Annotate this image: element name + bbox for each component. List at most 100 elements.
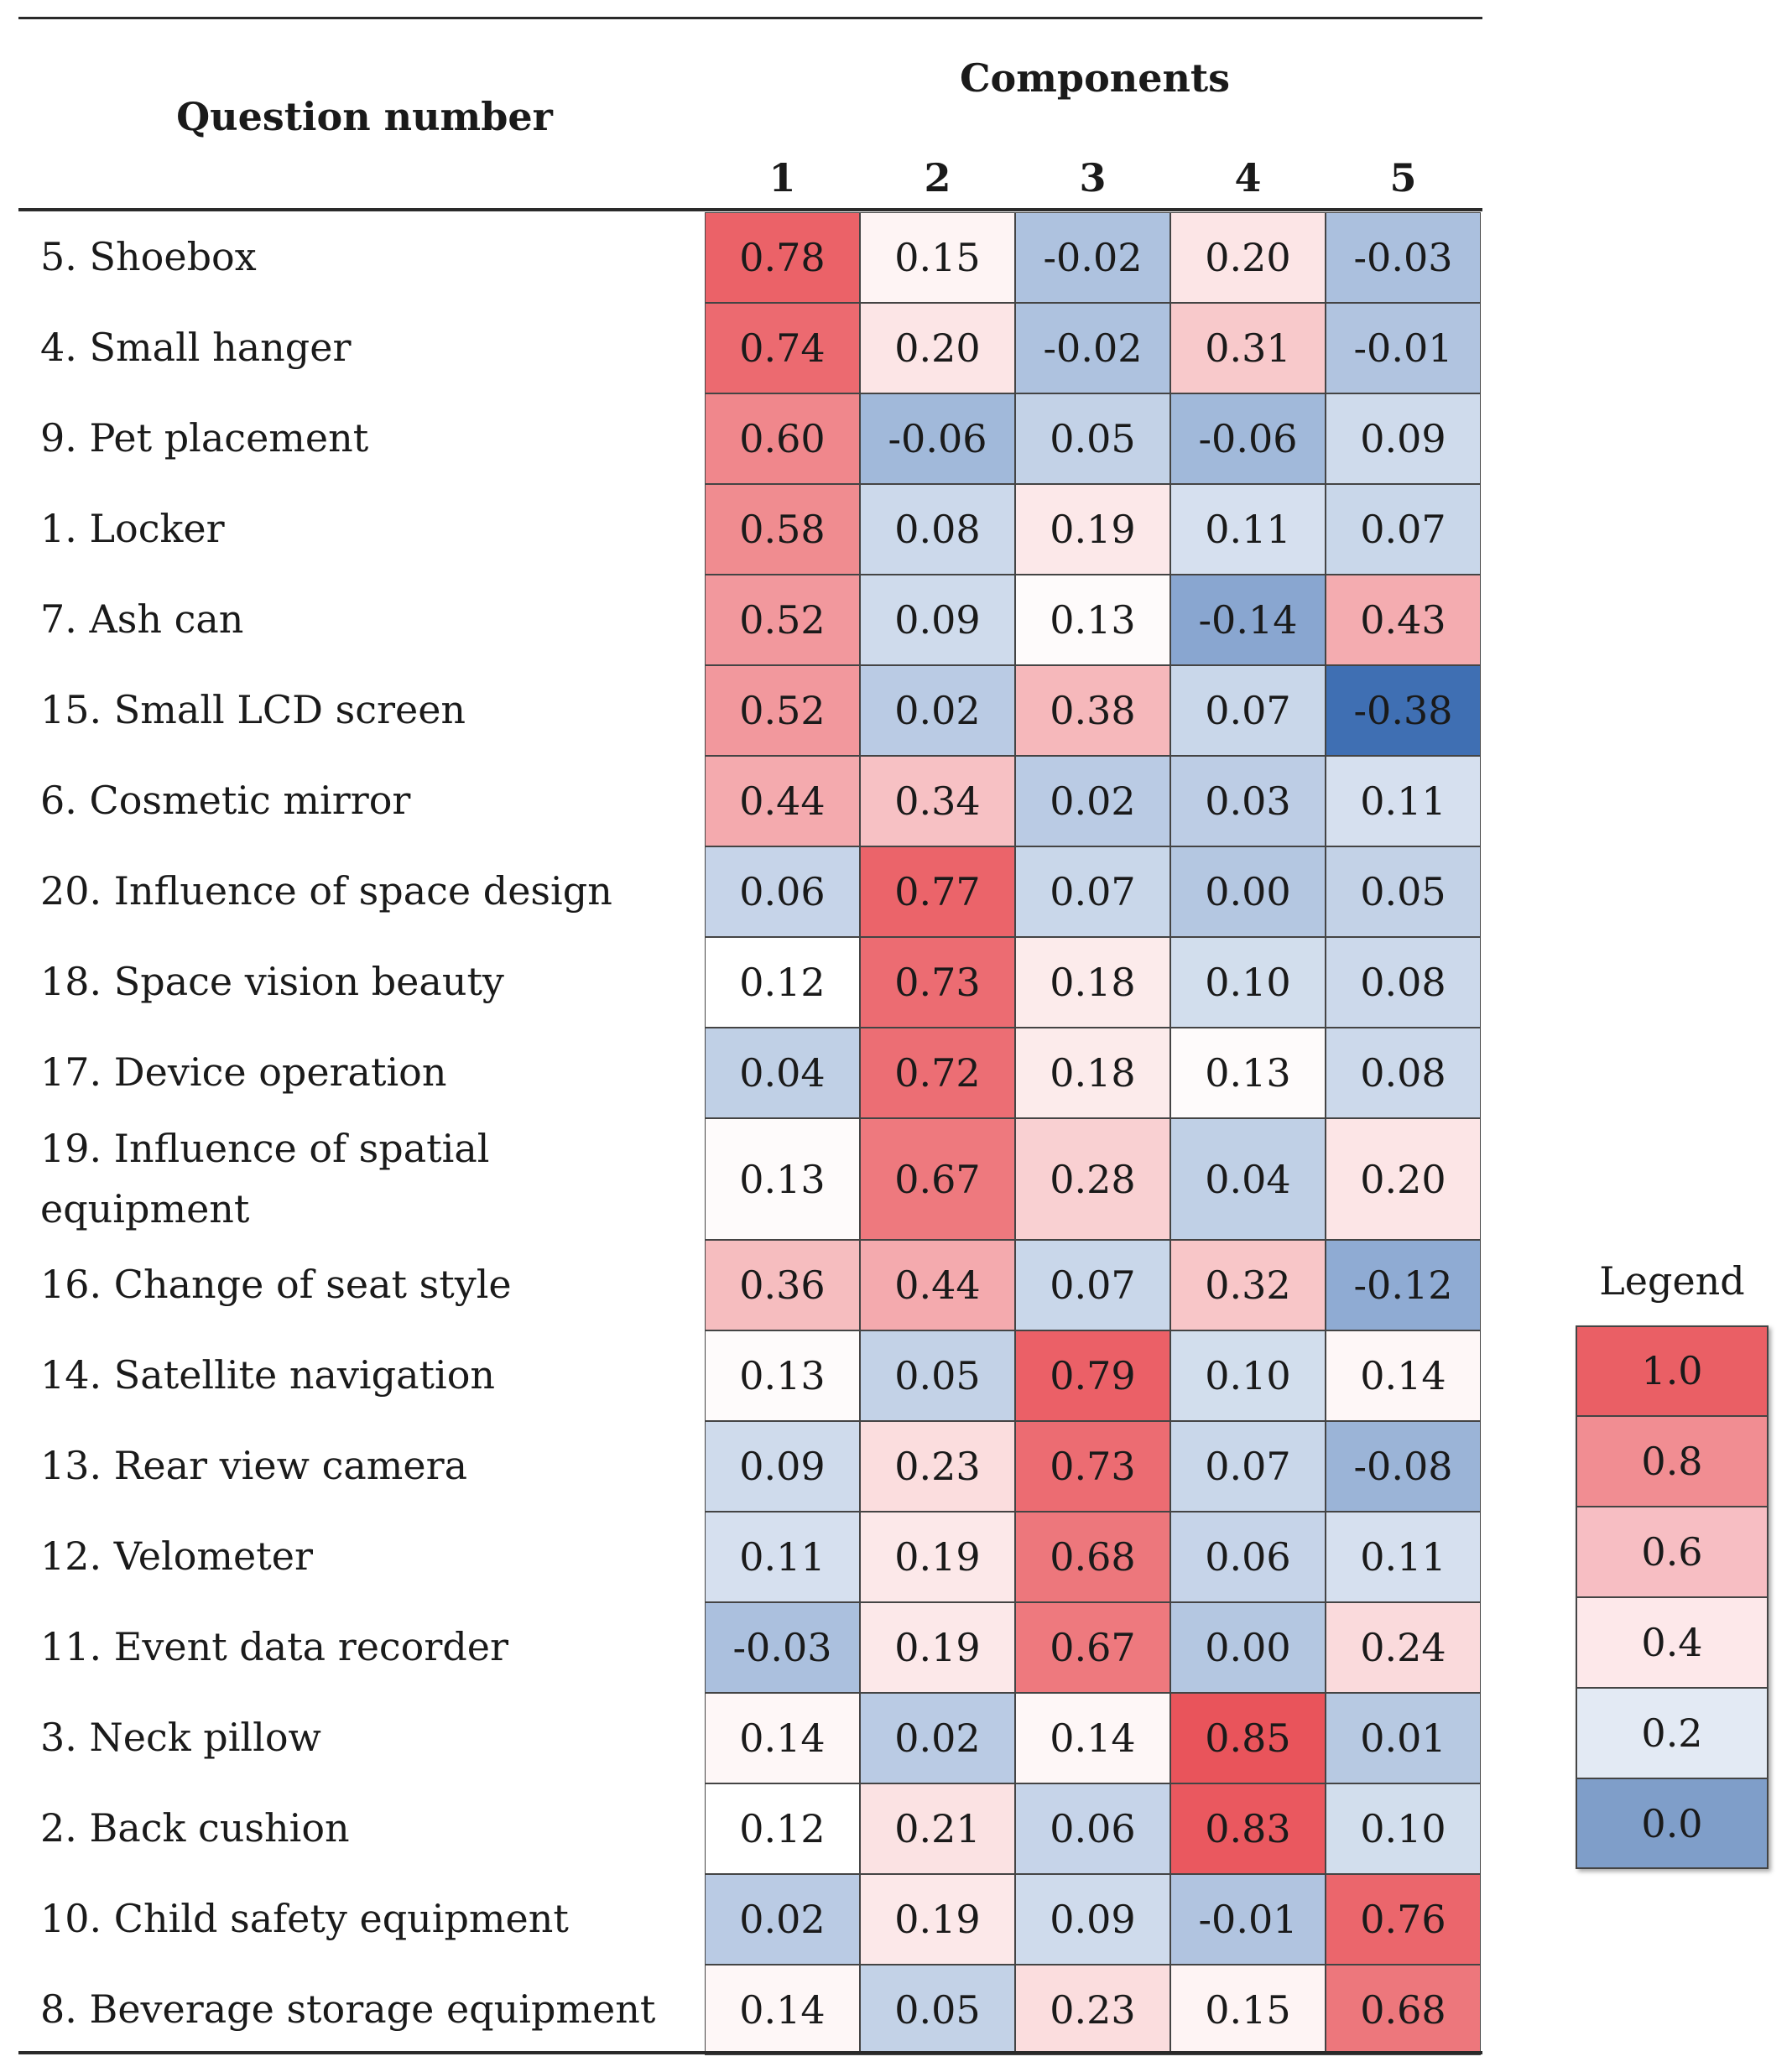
- legend-swatch: 1.0: [1576, 1325, 1769, 1416]
- heatmap-cell: 0.06: [1170, 1512, 1326, 1602]
- heatmap-cell: 0.67: [860, 1118, 1015, 1240]
- heatmap-cell: 0.11: [1170, 484, 1326, 575]
- row-label: 2. Back cushion: [40, 1805, 350, 1851]
- heatmap-cell: 0.00: [1170, 1602, 1326, 1693]
- heatmap-cell: -0.03: [1326, 212, 1481, 303]
- legend-title: Legend: [1599, 1258, 1745, 1304]
- heatmap-cell: 0.20: [860, 303, 1015, 393]
- heatmap-cell: 0.23: [1015, 1965, 1170, 2055]
- heatmap-cell: -0.01: [1326, 303, 1481, 393]
- heatmap-cell: 0.85: [1170, 1693, 1326, 1783]
- row-label: 5. Shoebox: [40, 234, 257, 280]
- heatmap-cell: 0.73: [1015, 1421, 1170, 1512]
- heatmap-cell: 0.68: [1015, 1512, 1170, 1602]
- row-label: 9. Pet placement: [40, 415, 369, 461]
- column-header-1: 1: [768, 155, 796, 200]
- heatmap-cell: 0.52: [705, 665, 860, 756]
- heatmap-cell: 0.07: [1015, 1240, 1170, 1330]
- heatmap-cell: 0.11: [1326, 756, 1481, 846]
- heatmap-cell: 0.19: [1015, 484, 1170, 575]
- column-header-2: 2: [924, 155, 951, 200]
- heatmap-cell: 0.76: [1326, 1874, 1481, 1965]
- legend-swatch: 0.8: [1576, 1416, 1769, 1507]
- heatmap-cell: 0.77: [860, 846, 1015, 937]
- row-label: 18. Space vision beauty: [40, 959, 504, 1005]
- heatmap-cell: 0.05: [1326, 846, 1481, 937]
- heatmap-cell: 0.44: [705, 756, 860, 846]
- heatmap-cell: 0.60: [705, 393, 860, 484]
- heatmap-cell: 0.07: [1015, 846, 1170, 937]
- heatmap-cell: 0.02: [860, 665, 1015, 756]
- heatmap-cell: 0.67: [1015, 1602, 1170, 1693]
- heatmap-cell: -0.08: [1326, 1421, 1481, 1512]
- legend-frame: [1576, 1325, 1769, 1869]
- heatmap-cell: 0.12: [705, 1783, 860, 1874]
- heatmap-cell: 0.08: [860, 484, 1015, 575]
- heatmap-cell: 0.14: [705, 1965, 860, 2055]
- heatmap-cell: -0.06: [860, 393, 1015, 484]
- row-label: 13. Rear view camera: [40, 1443, 468, 1489]
- heatmap-cell: -0.02: [1015, 303, 1170, 393]
- heatmap-cell: 0.13: [705, 1118, 860, 1240]
- heatmap-cell: 0.12: [705, 937, 860, 1028]
- heatmap-cell: 0.06: [705, 846, 860, 937]
- heatmap-cell: 0.52: [705, 575, 860, 665]
- row-label: 7. Ash can: [40, 596, 244, 643]
- row-label: 14. Satellite navigation: [40, 1352, 496, 1398]
- heatmap-cell: -0.03: [705, 1602, 860, 1693]
- heatmap-cell: 0.19: [860, 1602, 1015, 1693]
- heatmap-cell: 0.11: [705, 1512, 860, 1602]
- row-label: 17. Device operation: [40, 1049, 447, 1096]
- heatmap-cell: 0.09: [1326, 393, 1481, 484]
- heatmap-cell: 0.03: [1170, 756, 1326, 846]
- heatmap-cell: 0.20: [1170, 212, 1326, 303]
- heatmap-cell: 0.18: [1015, 1028, 1170, 1118]
- table-top-rule: [18, 17, 1482, 19]
- heatmap-cell: 0.14: [1326, 1330, 1481, 1421]
- heatmap-cell: 0.05: [860, 1965, 1015, 2055]
- row-label: 10. Child safety equipment: [40, 1896, 569, 1942]
- heatmap-cell: 0.32: [1170, 1240, 1326, 1330]
- heatmap-cell: 0.68: [1326, 1965, 1481, 2055]
- heatmap-cell: 0.08: [1326, 1028, 1481, 1118]
- heatmap-cell: 0.24: [1326, 1602, 1481, 1693]
- heatmap-cell: 0.78: [705, 212, 860, 303]
- heatmap-cell: 0.13: [1015, 575, 1170, 665]
- heatmap-cell: 0.04: [705, 1028, 860, 1118]
- heatmap-cell: 0.01: [1326, 1693, 1481, 1783]
- heatmap-cell: 0.73: [860, 937, 1015, 1028]
- heatmap-cell: 0.13: [705, 1330, 860, 1421]
- heatmap-cell: 0.05: [860, 1330, 1015, 1421]
- heatmap-cell: 0.38: [1015, 665, 1170, 756]
- heatmap-cell: 0.10: [1326, 1783, 1481, 1874]
- column-header-4: 4: [1234, 155, 1262, 200]
- heatmap-cell: 0.72: [860, 1028, 1015, 1118]
- legend-swatch: 0.2: [1576, 1688, 1769, 1778]
- legend-swatch: 0.4: [1576, 1597, 1769, 1688]
- heatmap-cell: 0.09: [705, 1421, 860, 1512]
- row-label: 4. Small hanger: [40, 325, 352, 371]
- heatmap-cell: 0.10: [1170, 1330, 1326, 1421]
- heatmap-cell: 0.43: [1326, 575, 1481, 665]
- heatmap-cell: 0.13: [1170, 1028, 1326, 1118]
- heatmap-cell: -0.01: [1170, 1874, 1326, 1965]
- table-bottom-rule: [18, 2051, 1482, 2054]
- heatmap-cell: 0.58: [705, 484, 860, 575]
- heatmap-cell: 0.05: [1015, 393, 1170, 484]
- heatmap-cell: 0.00: [1170, 846, 1326, 937]
- heatmap-cell: 0.83: [1170, 1783, 1326, 1874]
- heatmap-cell: 0.44: [860, 1240, 1015, 1330]
- heatmap-cell: 0.07: [1170, 1421, 1326, 1512]
- heatmap-cell: -0.38: [1326, 665, 1481, 756]
- row-label: 12. Velometer: [40, 1533, 313, 1580]
- heatmap-cell: 0.14: [1015, 1693, 1170, 1783]
- heatmap-cell: -0.12: [1326, 1240, 1481, 1330]
- row-label: 16. Change of seat style: [40, 1262, 512, 1308]
- heatmap-cell: 0.20: [1326, 1118, 1481, 1240]
- column-group-header: Components: [959, 55, 1231, 101]
- column-header-5: 5: [1389, 155, 1417, 200]
- row-label: 20. Influence of space design: [40, 868, 612, 914]
- row-label: 15. Small LCD screen: [40, 687, 466, 733]
- heatmap-cell: 0.11: [1326, 1512, 1481, 1602]
- heatmap-cell: 0.09: [860, 575, 1015, 665]
